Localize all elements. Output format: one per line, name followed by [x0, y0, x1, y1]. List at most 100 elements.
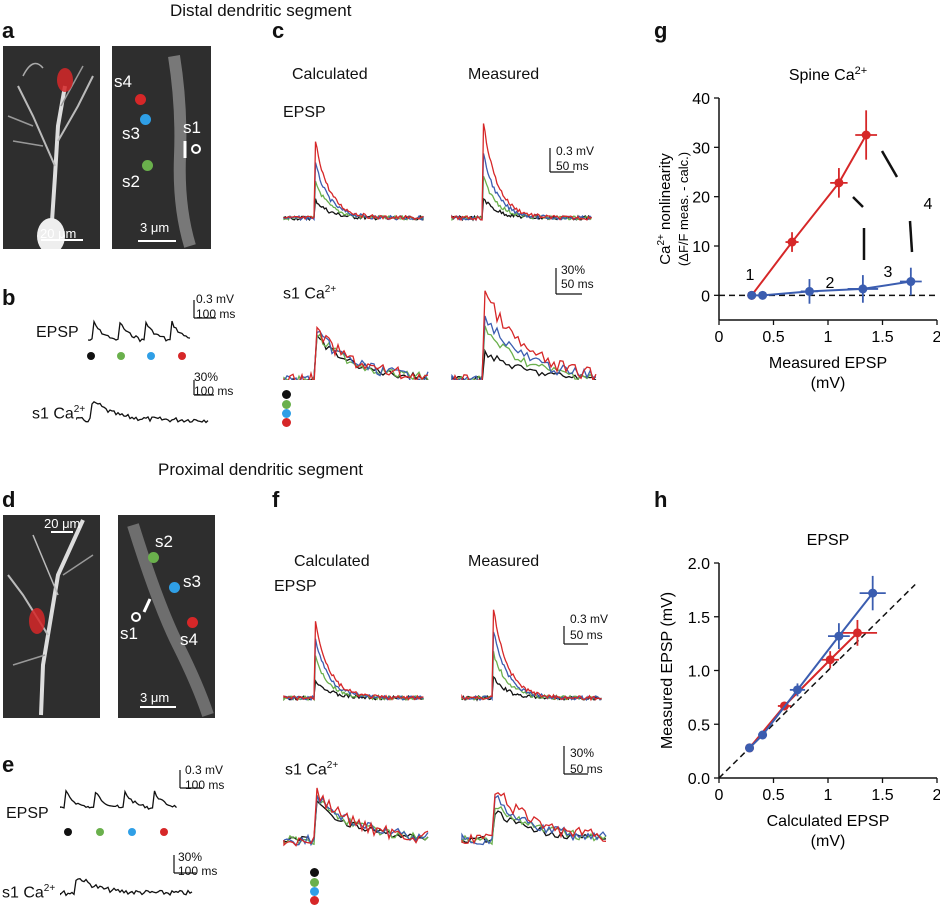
data-point-proximal — [745, 743, 755, 753]
c-dot-2 — [282, 400, 291, 409]
y-tick-label: 40 — [692, 91, 710, 108]
f-sb-ms2: 50 ms — [570, 762, 603, 776]
spine-label-s3-prox: s3 — [183, 572, 201, 591]
e-stim-dot-1 — [64, 828, 72, 836]
b-stim-dot-2 — [117, 352, 125, 360]
e-ca-label: s1 Ca2+ — [2, 883, 56, 902]
data-point-distal — [852, 628, 862, 638]
point-label-1: 1 — [746, 267, 755, 284]
scalebar-a: 20 μm — [40, 226, 77, 241]
b-epsp-trace — [88, 300, 216, 343]
y-tick-label: 0.0 — [688, 771, 710, 788]
ca-trace-3 — [283, 325, 429, 380]
e-epsp-label: EPSP — [6, 805, 49, 822]
data-point-proximal — [792, 685, 802, 695]
f-epsp-label: EPSP — [274, 578, 317, 595]
dendrite-image-distal — [112, 46, 211, 249]
f-dot-2 — [310, 878, 319, 887]
trace-2 — [283, 638, 424, 701]
scalebar-d: 20 μm — [44, 516, 81, 531]
x-tick-label: 1.5 — [871, 787, 893, 804]
c-ca-label: s1 Ca2+ — [283, 284, 337, 303]
x-axis-label: Measured EPSP — [769, 355, 887, 372]
x-axis-unit: (mV) — [811, 833, 846, 850]
chart-h: 0 0.5 1 1.5 2 0.0 0.5 1.0 1.5 2.0 EPSP Calculated E… — [659, 532, 940, 850]
panel-g-letter: g — [654, 18, 668, 43]
panel-c-letter: c — [272, 18, 285, 43]
e-stim-dot-3 — [128, 828, 136, 836]
ca-trace-0 — [283, 799, 429, 845]
e-stim-dot-4 — [160, 828, 168, 836]
spine-label-s3: s3 — [122, 124, 140, 143]
trace-2 — [283, 162, 425, 222]
trace-3 — [461, 609, 602, 702]
spine-s2-dot — [142, 160, 153, 171]
data-point-proximal — [747, 290, 757, 300]
spine-label-s2-prox: s2 — [155, 532, 173, 551]
e-sb-ms2: 100 ms — [178, 864, 218, 878]
trace-3 — [451, 123, 592, 222]
c-sb-mv: 0.3 mV — [556, 144, 595, 158]
e-stim-dot-2 — [96, 828, 104, 836]
x-axis-label: Calculated EPSP — [767, 813, 890, 830]
data-point-proximal — [758, 290, 768, 300]
dendrite-image-proximal — [118, 515, 215, 718]
data-point-distal — [825, 655, 835, 665]
ca-trace-0 — [451, 348, 597, 380]
c-measured-label: Measured — [468, 66, 540, 83]
leader-line — [852, 196, 864, 208]
panel-e-letter: e — [2, 752, 15, 777]
ca-trace-2 — [451, 315, 597, 380]
neuron-drawing-2 — [7, 519, 94, 716]
f-ca-label: s1 Ca2+ — [285, 760, 339, 779]
b-epsp-label: EPSP — [36, 324, 79, 341]
point-label-3: 3 — [884, 264, 893, 281]
c-sb-ms: 50 ms — [556, 159, 589, 173]
e-sb-ms: 100 ms — [185, 778, 225, 792]
y-tick-label: 1.0 — [688, 664, 710, 681]
y-axis-label: Measured EPSP (mV) — [659, 592, 676, 749]
scalebar-d2: 3 μm — [140, 690, 170, 705]
f-measured-label: Measured — [468, 553, 540, 570]
x-tick-label: 1 — [824, 787, 833, 804]
top-section-title: Distal dendritic segment — [170, 1, 352, 20]
e-ca-trace — [60, 855, 196, 897]
c-dot-4 — [282, 418, 291, 427]
f-sb-ms: 50 ms — [570, 628, 603, 642]
b-sb-ms: 100 ms — [196, 307, 236, 321]
f-traces — [283, 609, 607, 847]
y-tick-label: 2.0 — [688, 556, 710, 573]
data-point-distal — [861, 130, 871, 140]
trace-3 — [283, 621, 424, 702]
panel-b-letter: b — [2, 285, 16, 310]
e-sb-mv: 0.3 mV — [185, 763, 224, 777]
x-tick-label: 0.5 — [762, 329, 784, 346]
panel-h-letter: h — [654, 487, 668, 512]
ca-trace-1 — [283, 333, 429, 380]
y-tick-label: 20 — [692, 190, 710, 207]
panel-f-letter: f — [272, 487, 280, 512]
x-tick-label: 1 — [824, 329, 833, 346]
c-dot-3 — [282, 409, 291, 418]
spine-label-s1: s1 — [183, 118, 201, 137]
f-calculated-label: Calculated — [294, 553, 370, 570]
panel-d-letter: d — [2, 487, 16, 512]
data-point-proximal — [868, 588, 878, 598]
dendrite-drawing — [138, 55, 201, 248]
y-tick-label: 0 — [701, 288, 710, 305]
dendrite-drawing-2 — [127, 523, 214, 717]
ca-trace-2 — [283, 330, 429, 380]
ca-trace-3 — [283, 787, 429, 847]
spine-label-s4-prox: s4 — [180, 630, 198, 649]
panel-a-letter: a — [2, 18, 15, 43]
y-tick-label: 30 — [692, 140, 710, 157]
y-axis-label-2: (ΔF/F meas. - calc.) — [676, 152, 691, 266]
spine-label-s1-prox: s1 — [120, 624, 138, 643]
ca-trace-3 — [461, 792, 607, 845]
c-epsp-label: EPSP — [283, 104, 326, 121]
f-dot-4 — [310, 896, 319, 905]
bottom-section-title: Proximal dendritic segment — [158, 460, 364, 479]
c-traces — [283, 123, 597, 380]
point-label-2: 2 — [826, 275, 835, 292]
trace-2 — [461, 631, 602, 702]
